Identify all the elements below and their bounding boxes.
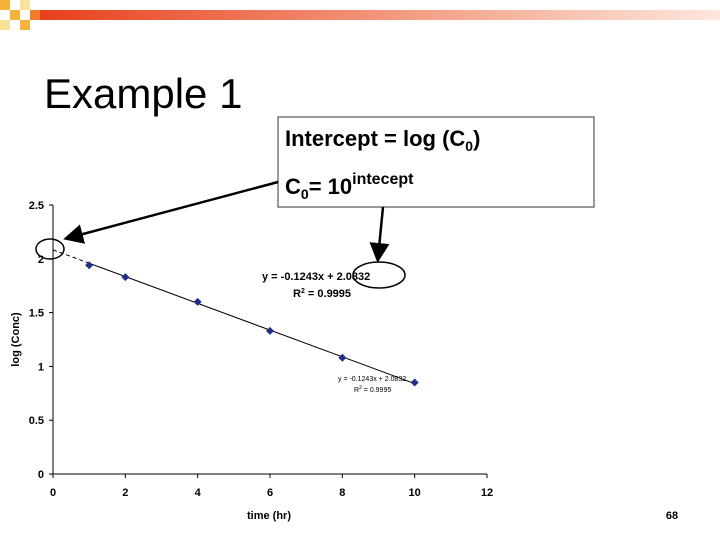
data-point	[85, 261, 94, 270]
slide-title: Example 1	[44, 70, 242, 117]
text-part: )	[473, 126, 480, 151]
x-tick-label: 10	[409, 487, 421, 499]
x-axis-label: time (hr)	[247, 510, 291, 522]
box-line: C0= 10intecept	[285, 171, 414, 202]
data-point	[193, 297, 202, 306]
annotation-box	[277, 116, 595, 208]
text-part: = 0.9995	[305, 288, 351, 300]
text-part: = 10	[309, 174, 352, 199]
data-point	[338, 353, 347, 362]
data-point	[410, 378, 419, 387]
trendline-r2: R2 = 0.9995	[293, 288, 351, 300]
y-tick-label: 2.5	[29, 200, 44, 212]
x-tick-label: 6	[267, 487, 273, 499]
x-tick-label: 0	[50, 487, 56, 499]
text-part: = 0.9995	[362, 387, 391, 394]
page-number: 68	[666, 510, 678, 522]
x-tick-label: 8	[339, 487, 345, 499]
y-axis-label: log (Conc)	[10, 312, 22, 367]
trendline	[88, 262, 415, 385]
data-point	[121, 273, 130, 282]
superscript: intecept	[352, 171, 414, 188]
text-part: R	[354, 387, 359, 394]
chart: 0 0.5 1 1.5 2 2.5 0 2 4 6 8 10 12 time (hr) log (Conc)…	[10, 200, 493, 522]
data-point	[266, 326, 274, 335]
small-r2: R2 = 0.9995	[354, 385, 391, 394]
x-tick-label: 4	[195, 487, 202, 499]
arrow	[63, 180, 279, 244]
x-tick-label: 2	[122, 487, 128, 499]
y-tick-label: 1.5	[29, 308, 44, 320]
box-line: Intercept = log (C0)	[285, 126, 480, 154]
text-part: Intercept = log (C	[285, 126, 465, 151]
header-decoration	[0, 0, 720, 30]
subscript: 0	[465, 138, 473, 154]
y-tick-label: 0.5	[29, 415, 44, 427]
text-part: R	[293, 288, 301, 300]
y-tick-label: 1	[38, 361, 44, 373]
superscript: 2	[301, 288, 305, 295]
trendline-equation: y = -0.1243x + 2.0832	[262, 271, 370, 283]
small-equation: y = -0.1243x + 2.0832	[338, 376, 406, 383]
superscript: 2	[359, 385, 362, 391]
text-part: C	[285, 174, 301, 199]
y-tick-label: 0	[38, 469, 44, 481]
highlight-circle	[352, 261, 406, 289]
y-tick-label: 2	[38, 254, 44, 266]
subscript: 0	[301, 186, 309, 202]
x-tick-label: 12	[481, 487, 493, 499]
arrow	[369, 206, 390, 263]
